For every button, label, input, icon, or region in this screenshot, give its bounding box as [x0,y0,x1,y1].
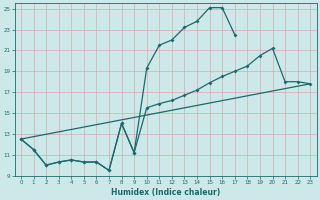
X-axis label: Humidex (Indice chaleur): Humidex (Indice chaleur) [111,188,220,197]
